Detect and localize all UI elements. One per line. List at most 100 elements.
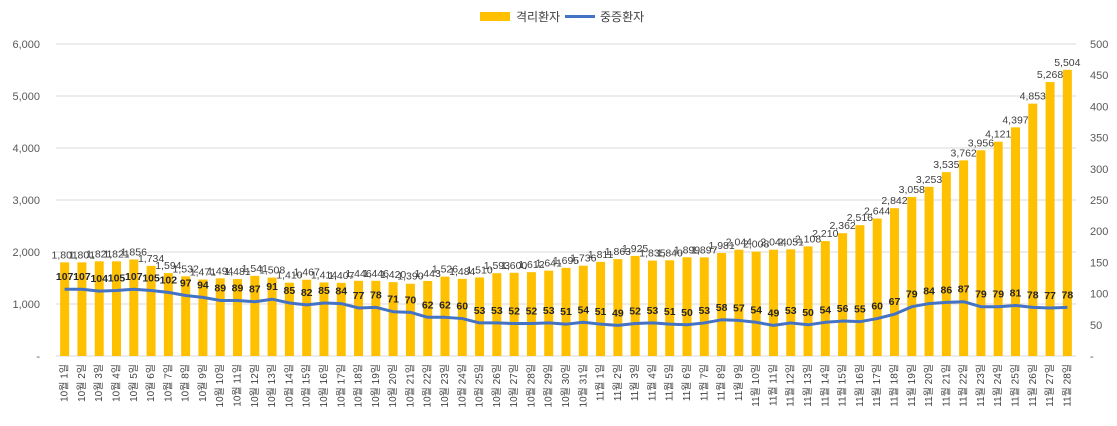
bar [734,249,744,356]
line-value-label: 71 [387,294,399,306]
bar-value-label: 1,736 [570,253,596,265]
bar [181,276,191,356]
line-value-label: 53 [785,305,797,317]
x-axis-tick-label: 10월 27일 [508,364,520,407]
right-axis-tick-label: 350 [1090,133,1108,145]
line-value-label: 102 [160,274,178,286]
bar [371,280,381,356]
line-value-label: 81 [1010,287,1022,299]
line-value-label: 94 [197,279,209,291]
x-axis-tick-label: 10월 11일 [232,364,244,407]
bar [250,275,260,356]
x-axis-tick-label: 11월 24일 [992,364,1004,407]
bar-value-label: 3,253 [916,174,942,186]
bar [215,278,225,356]
line-value-label: 52 [526,306,538,318]
line-value-label: 53 [647,305,659,317]
bar-value-label: 1,856 [121,246,147,258]
left-axis-ticks: - 1,000 2,000 3,000 4,000 5,000 6,000 [12,39,40,363]
line-value-label: 105 [142,272,160,284]
bar-value-label: 1,532 [173,263,199,275]
x-axis-tick-label: 11월 26일 [1027,364,1039,407]
bar-value-label: 1,594 [155,260,181,272]
x-axis-tick-label: 11월 3일 [629,364,641,401]
bar [475,277,485,356]
bar-value-label: 1,981 [708,240,734,252]
bar [77,262,87,356]
bar [803,246,813,356]
x-axis-tick-label: 11월 7일 [698,364,710,401]
bar-value-label: 3,956 [968,137,994,149]
right-axis-ticks: - 50 100 150 200 250 300 350 400 450 500 [1090,39,1108,363]
x-axis-tick-label: 11월 18일 [888,364,900,407]
x-axis-tick-label: 10월 7일 [162,364,174,402]
line-value-label: 87 [958,284,970,296]
line-value-label: 62 [422,299,434,311]
line-series-severe [64,287,1068,327]
bar-value-label: 1,494 [207,265,233,277]
right-axis-tick-label: 250 [1090,195,1108,207]
x-axis-tick-label: 11월 17일 [871,364,883,407]
x-axis-tick-label: 10월 29일 [543,364,555,407]
bar-value-label: 1,471 [190,267,216,279]
x-axis-tick-label: 11월 27일 [1044,364,1056,407]
bar [613,259,623,356]
bar [336,282,346,356]
bar [284,282,294,356]
bar-value-label: 1,734 [138,253,164,265]
bar-value-label: 1,508 [259,265,285,277]
right-axis-tick-label: 450 [1090,70,1108,82]
line-value-label: 54 [819,304,831,316]
bar [976,150,986,356]
bar [60,262,70,356]
bar [405,283,415,356]
bar [267,277,277,356]
left-axis-tick-label: 6,000 [12,39,40,51]
bar [820,241,830,356]
x-axis-tick-label: 11월 28일 [1061,364,1073,407]
x-axis-tick-label: 10월 25일 [474,364,486,407]
line-value-label: 54 [750,304,762,316]
bar [233,278,243,356]
line-value-label: 78 [370,289,382,301]
bar [509,272,519,356]
bar [838,233,848,356]
line-data-labels: 107 107 104 105 107 105 102 97 94 89 89 87 91 85 82 85 8… [56,271,1073,319]
x-axis-tick-label: 10월 6일 [145,364,157,402]
line-value-label: 62 [439,299,451,311]
bar [768,249,778,356]
x-axis-tick-label: 10월 12일 [249,364,261,407]
line-value-label: 78 [1027,289,1039,301]
bar-value-label: 1,446 [345,268,371,280]
x-axis-tick-label: 10월 16일 [318,364,330,407]
line-value-label: 50 [802,307,814,319]
legend-label-isolated: 격리환자 [516,10,560,24]
line-value-label: 107 [56,271,74,283]
bar-value-label: 1,410 [276,270,302,282]
x-axis-tick-label: 11월 4일 [646,364,658,401]
line-value-label: 82 [301,287,313,299]
bar-value-label: 1,899 [674,244,700,256]
line-value-label: 53 [698,305,710,317]
right-axis-tick-label: 200 [1090,226,1108,238]
bar-value-label: 1,897 [691,244,717,256]
bar-value-label: 2,362 [829,220,855,232]
line-value-label: 50 [681,307,693,319]
line-value-label: 79 [992,289,1004,301]
bar [872,218,882,356]
bar [94,261,104,356]
legend-swatch-isolated [480,12,510,21]
bar-value-label: 1,593 [484,260,510,272]
bar [1045,82,1055,357]
x-axis-tick-label: 10월 4일 [111,364,123,402]
legend: 격리환자 중증환자 [480,10,644,24]
line-value-label: 84 [335,286,347,298]
x-axis-tick-label: 10월 20일 [387,364,399,407]
x-axis-tick-label: 11월 12일 [785,364,797,407]
right-axis-tick-label: 150 [1090,257,1108,269]
x-axis-tick-label: 11월 2일 [612,364,624,401]
bar-value-label: 1,801 [69,249,95,261]
x-axis-tick-label: 11월 10일 [750,364,762,407]
x-axis-tick-label: 10월 19일 [370,364,382,407]
bar [630,255,640,356]
